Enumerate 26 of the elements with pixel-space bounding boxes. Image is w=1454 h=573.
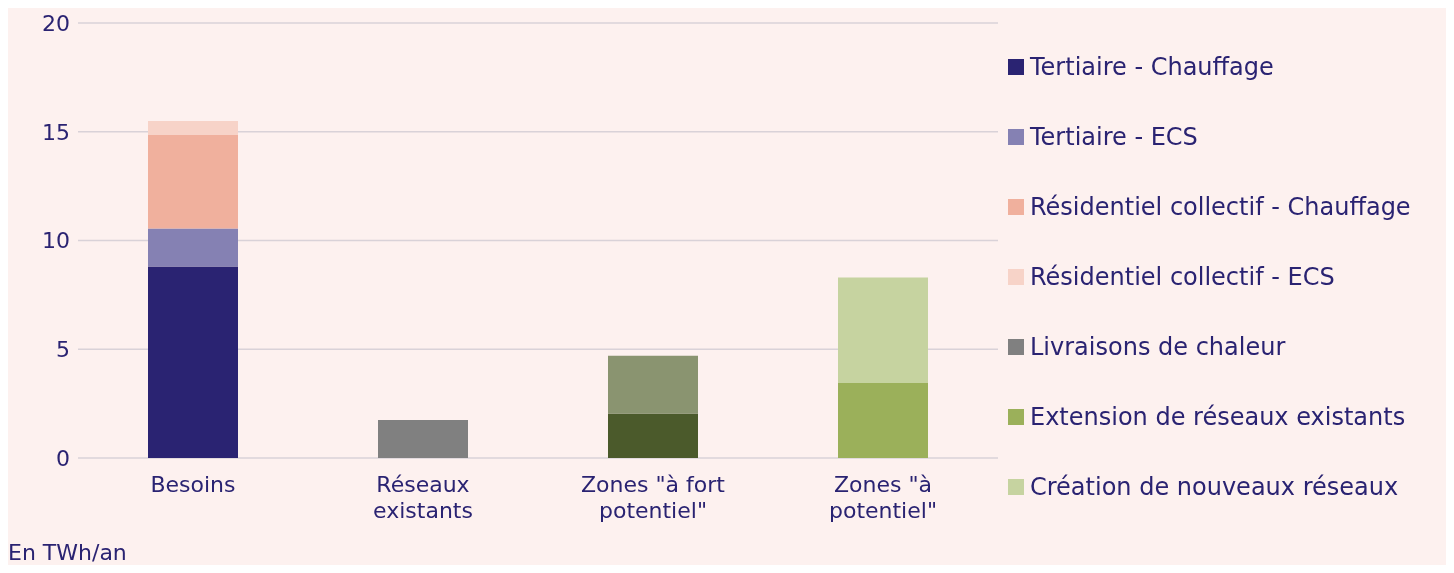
legend-label: Tertiaire - Chauffage <box>1030 52 1274 81</box>
legend-label: Tertiaire - ECS <box>1030 122 1198 151</box>
bar <box>148 228 238 267</box>
bar <box>148 266 238 458</box>
bar <box>838 277 928 383</box>
y-tick-label: 10 <box>42 228 70 254</box>
x-tick-label: Besoins <box>150 472 236 497</box>
legend-label: Résidentiel collectif - Chauffage <box>1030 192 1411 221</box>
bar <box>838 382 928 458</box>
bar <box>148 120 238 136</box>
y-tick-label: 15 <box>42 119 70 145</box>
x-tick-label: Zones "à potentiel" <box>828 472 938 523</box>
y-tick-label: 20 <box>42 10 70 36</box>
y-tick-label: 0 <box>56 445 70 471</box>
y-tick-label: 5 <box>56 337 70 363</box>
legend-label: Création de nouveaux réseaux <box>1030 472 1399 501</box>
bar <box>378 419 468 458</box>
x-tick-label: Zones "à fort potentiel" <box>581 472 726 523</box>
bar <box>608 355 698 414</box>
bar <box>148 135 238 229</box>
legend-label: Extension de réseaux existants <box>1030 402 1406 431</box>
legend-label: Livraisons de chaleur <box>1030 332 1286 361</box>
x-tick-label: Réseaux existants <box>373 472 473 523</box>
legend-label: Résidentiel collectif - ECS <box>1030 262 1335 291</box>
text: En TWh/an <box>8 540 127 565</box>
bar <box>608 413 698 458</box>
